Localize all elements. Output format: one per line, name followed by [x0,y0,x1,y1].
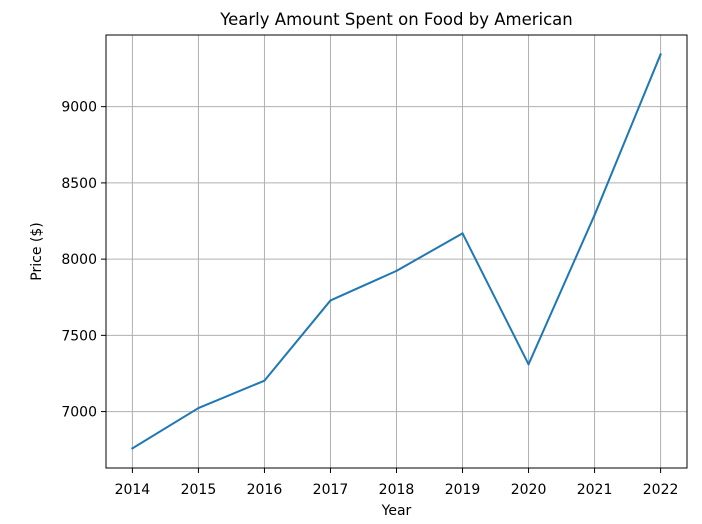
chart-title: Yearly Amount Spent on Food by American [219,10,573,29]
x-tick-label: 2019 [445,482,481,498]
axis-ticks: 2014 2015 2016 2017 2018 2019 2020 2021 2022 7000… [61,100,678,498]
data-point [659,53,662,56]
y-tick-label: 9000 [61,100,97,116]
y-tick-label: 7000 [61,405,97,421]
x-tick-label: 2022 [643,482,679,498]
data-point [131,447,134,450]
y-axis-title: Price ($) [29,222,45,280]
x-tick-label: 2014 [115,482,151,498]
data-point [461,232,464,235]
data-point [263,379,266,382]
x-tick-label: 2021 [577,482,613,498]
data-point [395,269,398,272]
x-axis-title: Year [381,503,412,519]
x-tick-label: 2015 [181,482,217,498]
y-tick-label: 8000 [61,252,97,268]
series-layer [131,53,662,450]
x-tick-label: 2017 [313,482,349,498]
data-point [593,214,596,217]
data-point [527,363,530,366]
data-point [197,407,200,410]
y-tick-label: 7500 [61,328,97,344]
x-tick-label: 2016 [247,482,283,498]
data-point [329,299,332,302]
y-tick-label: 8500 [61,176,97,192]
grid-lines [106,35,687,468]
x-tick-label: 2018 [379,482,415,498]
x-tick-label: 2020 [511,482,547,498]
